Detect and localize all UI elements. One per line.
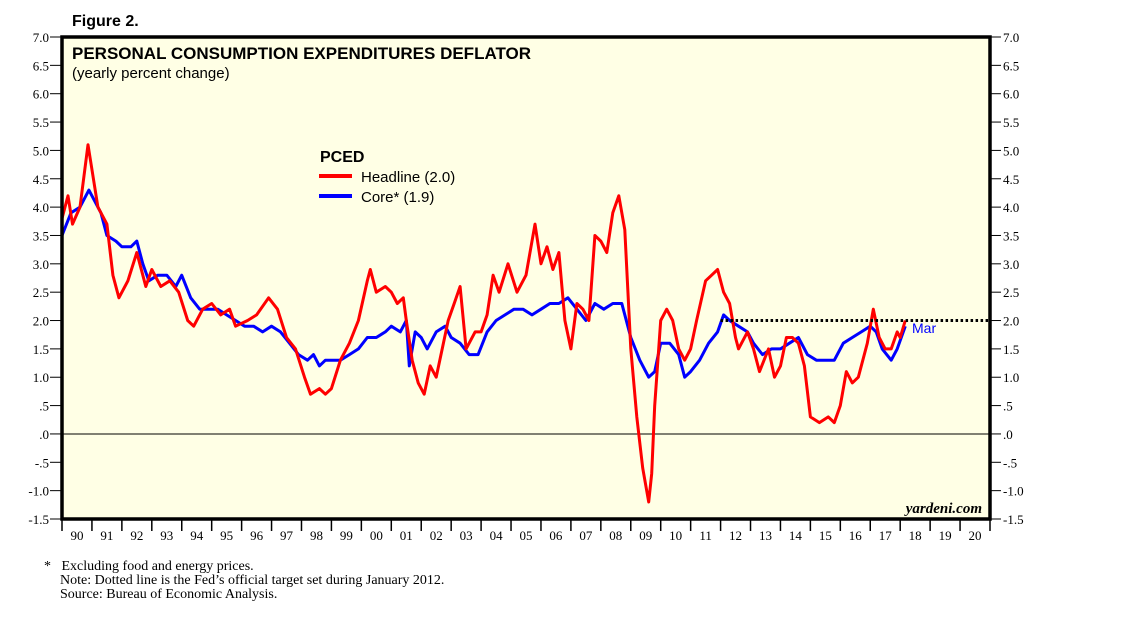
x-tick-label: 01 xyxy=(400,528,413,543)
x-tick-label: 03 xyxy=(460,528,473,543)
x-tick-label: 13 xyxy=(759,528,772,543)
note: Note: Dotted line is the Fed’s official … xyxy=(60,573,445,588)
y-tick-label-left: .0 xyxy=(39,427,49,442)
source: Source: Bureau of Economic Analysis. xyxy=(60,587,278,602)
y-tick-label-right: 6.0 xyxy=(1003,87,1019,102)
x-tick-label: 09 xyxy=(639,528,652,543)
watermark: yardeni.com xyxy=(904,501,982,517)
chart-title: PERSONAL CONSUMPTION EXPENDITURES DEFLAT… xyxy=(72,44,531,63)
y-tick-label-left: 4.5 xyxy=(33,172,49,187)
y-tick-label-left: 6.5 xyxy=(33,58,49,73)
x-tick-label: 08 xyxy=(609,528,622,543)
x-tick-label: 94 xyxy=(190,528,204,543)
y-tick-label-right: 1.5 xyxy=(1003,342,1019,357)
x-tick-label: 02 xyxy=(430,528,443,543)
x-tick-label: 11 xyxy=(699,528,712,543)
x-tick-label: 90 xyxy=(70,528,83,543)
y-tick-label-right: -1.5 xyxy=(1003,512,1024,527)
y-tick-label-right: 3.5 xyxy=(1003,228,1019,243)
x-tick-label: 92 xyxy=(130,528,143,543)
y-tick-label-left: 4.0 xyxy=(33,200,49,215)
y-tick-label-right: 5.5 xyxy=(1003,115,1019,130)
x-tick-label: 99 xyxy=(340,528,353,543)
y-tick-label-right: .5 xyxy=(1003,399,1013,414)
y-tick-label-left: 2.0 xyxy=(33,314,49,329)
y-tick-label-left: 5.0 xyxy=(33,143,49,158)
y-tick-label-right: 3.0 xyxy=(1003,257,1019,272)
y-tick-label-right: 1.0 xyxy=(1003,370,1019,385)
x-tick-label: 96 xyxy=(250,528,264,543)
x-tick-label: 00 xyxy=(370,528,383,543)
y-tick-label-left: .5 xyxy=(39,399,49,414)
y-tick-label-left: 2.5 xyxy=(33,285,49,300)
legend-title: PCED xyxy=(320,149,364,166)
y-tick-label-left: 7.0 xyxy=(33,30,49,45)
x-tick-label: 10 xyxy=(669,528,682,543)
y-tick-label-left: 5.5 xyxy=(33,115,49,130)
x-tick-label: 06 xyxy=(549,528,563,543)
x-tick-label: 20 xyxy=(969,528,982,543)
x-tick-label: 91 xyxy=(100,528,113,543)
y-tick-label-left: 6.0 xyxy=(33,87,49,102)
x-tick-label: 97 xyxy=(280,528,294,543)
x-tick-label: 15 xyxy=(819,528,832,543)
x-tick-label: 19 xyxy=(939,528,952,543)
y-tick-label-left: -1.0 xyxy=(28,484,49,499)
headline-series-line xyxy=(60,143,907,504)
y-tick-label-left: 1.5 xyxy=(33,342,49,357)
x-tick-label: 05 xyxy=(520,528,533,543)
y-tick-label-right: 5.0 xyxy=(1003,143,1019,158)
y-tick-label-left: 3.0 xyxy=(33,257,49,272)
x-tick-label: 16 xyxy=(849,528,863,543)
y-tick-label-right: -.5 xyxy=(1003,455,1017,470)
x-tick-label: 18 xyxy=(909,528,922,543)
footnote-mark: * xyxy=(44,559,51,574)
legend-label-headline: Headline (2.0) xyxy=(361,169,455,186)
chart-notes: * Excluding food and energy prices. Note… xyxy=(44,560,444,602)
x-tick-label: 93 xyxy=(160,528,173,543)
x-tick-label: 07 xyxy=(579,528,593,543)
figure-label: Figure 2. xyxy=(72,13,139,30)
x-tick-label: 17 xyxy=(879,528,893,543)
x-tick-label: 14 xyxy=(789,528,803,543)
last-month-label: Mar xyxy=(912,320,936,336)
legend-label-core: Core* (1.9) xyxy=(361,189,434,206)
y-tick-label-left: 1.0 xyxy=(33,370,49,385)
chart-subtitle: (yearly percent change) xyxy=(72,65,230,82)
core-series-line xyxy=(60,188,907,379)
y-tick-label-right: 2.0 xyxy=(1003,314,1019,329)
y-tick-label-left: -1.5 xyxy=(28,512,49,527)
y-tick-label-left: 3.5 xyxy=(33,228,49,243)
plot-frame xyxy=(60,35,992,521)
x-tick-label: 12 xyxy=(729,528,742,543)
y-tick-label-right: 2.5 xyxy=(1003,285,1019,300)
x-tick-label: 04 xyxy=(490,528,504,543)
x-tick-label: 98 xyxy=(310,528,323,543)
legend: PCED Headline (2.0) Core* (1.9) xyxy=(319,149,455,206)
footnote: Excluding food and energy prices. xyxy=(61,559,254,574)
y-tick-label-left: -.5 xyxy=(35,455,49,470)
y-tick-label-right: 4.5 xyxy=(1003,172,1019,187)
y-tick-label-right: -1.0 xyxy=(1003,484,1024,499)
x-tick-label: 95 xyxy=(220,528,233,543)
y-tick-label-right: 7.0 xyxy=(1003,30,1019,45)
y-tick-label-right: 4.0 xyxy=(1003,200,1019,215)
y-tick-label-right: 6.5 xyxy=(1003,58,1019,73)
y-tick-label-right: .0 xyxy=(1003,427,1013,442)
